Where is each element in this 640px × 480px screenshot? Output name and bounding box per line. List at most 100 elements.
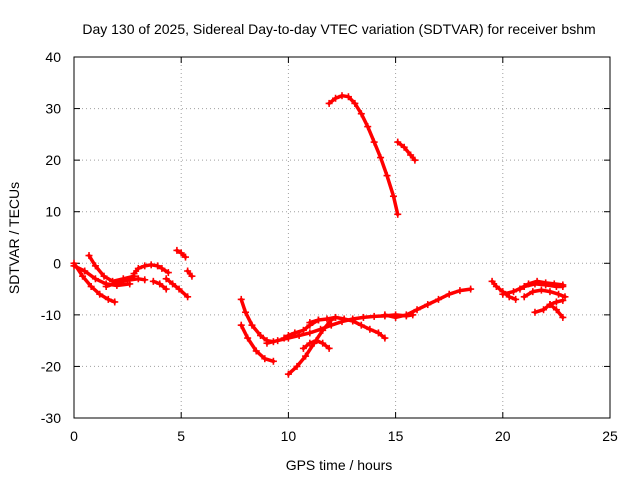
y-tick-label: -20 [41,358,61,374]
data-point [284,331,292,339]
data-point [456,287,464,295]
data-point [293,362,301,370]
y-tick-label: 30 [45,101,61,117]
data-point [184,267,192,275]
data-point [413,306,421,314]
series-arc-9 [184,267,196,280]
y-tick-label: -30 [41,410,61,426]
data-point [257,331,265,339]
y-tick-label: 10 [45,204,61,220]
data-point [525,280,533,288]
series-arc-7 [162,275,192,301]
data-point [147,261,155,269]
data-point [169,280,177,288]
y-tick-label: 20 [45,152,61,168]
data-point [552,306,560,314]
data-point [181,253,189,261]
data-point [111,298,119,306]
data-point [400,143,408,151]
series-arc-13 [280,316,322,342]
series-arc-17 [381,285,475,321]
data-point [284,370,292,378]
data-point [381,334,389,342]
data-point [237,321,245,329]
series-line [308,315,387,340]
data-point [156,280,164,288]
data-point [306,319,314,327]
data-point [302,352,310,360]
data-point [91,262,99,270]
data-point [555,290,563,298]
data-point [389,192,397,200]
y-tick-label: -10 [41,307,61,323]
series-arc-23 [520,286,569,301]
data-point [434,295,442,303]
data-point [244,334,252,342]
data-point [445,290,453,298]
series-arc-4 [102,275,149,290]
chart-title: Day 130 of 2025, Sidereal Day-to-day VTE… [82,21,595,37]
series-arc-25 [546,301,567,321]
data-point [102,282,110,290]
data-point [520,293,528,301]
axis-ticks: 0 5 10 15 20 25 -30 -20 -10 0 10 20 30 40 [41,49,618,444]
series-line [164,277,190,299]
data-point [306,329,314,337]
data-point [546,301,554,309]
x-tick-label: 20 [495,428,511,444]
data-point [359,313,367,321]
data-point [263,339,271,347]
series-line [395,140,417,162]
data-point [510,288,518,296]
data-point [314,316,322,324]
data-point [467,285,475,293]
data-point [237,295,245,303]
series-arc-1 [70,259,119,306]
data-point [344,93,352,101]
data-point [364,123,372,131]
data-point [291,329,299,337]
series-arc-5 [130,261,172,278]
series-arc-6 [149,277,170,293]
data-point [531,308,539,316]
data-point [546,288,554,296]
data-point [319,326,327,334]
data-point [370,138,378,146]
series-arc-11 [237,321,277,365]
data-point [164,269,172,277]
series-arc-15 [306,313,389,342]
data-point [280,334,288,342]
data-point [340,315,348,323]
data-point [561,293,569,301]
data-point [407,151,415,159]
data-point [357,321,365,329]
data-point [351,99,359,107]
data-point [175,285,183,293]
series-arc-22 [516,277,567,293]
data-point [366,325,374,333]
series-arc-14 [284,316,335,378]
data-point [357,110,365,118]
data-point [559,296,567,304]
series-arc-16 [299,337,333,352]
data-point [248,321,256,329]
data-point [87,282,95,290]
data-point [252,347,260,355]
data-point [100,272,108,280]
data-point [274,337,282,345]
data-point [261,355,269,363]
data-point [402,311,410,319]
data-point [91,275,99,283]
x-tick-label: 0 [70,428,78,444]
data-point [141,262,149,270]
data-point [113,279,121,287]
x-axis-label: GPS time / hours [286,457,393,473]
data-point [512,295,520,303]
series-arc-8 [173,246,189,261]
data-point [559,281,567,289]
data-point [96,290,104,298]
x-tick-label: 25 [602,428,618,444]
data-point [81,267,89,275]
data-point [559,313,567,321]
x-tick-label: 10 [281,428,297,444]
